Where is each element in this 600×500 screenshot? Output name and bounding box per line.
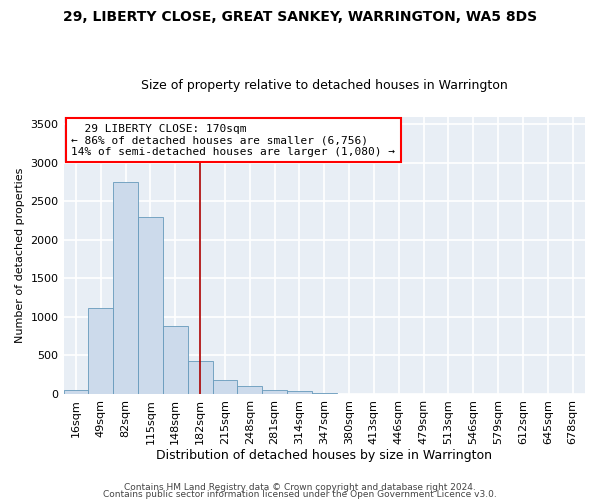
Text: 29 LIBERTY CLOSE: 170sqm
← 86% of detached houses are smaller (6,756)
14% of sem: 29 LIBERTY CLOSE: 170sqm ← 86% of detach… [71, 124, 395, 157]
Bar [163, 326, 188, 394]
Bar [64, 390, 88, 394]
Bar [113, 182, 138, 394]
Text: 29, LIBERTY CLOSE, GREAT SANKEY, WARRINGTON, WA5 8DS: 29, LIBERTY CLOSE, GREAT SANKEY, WARRING… [63, 10, 537, 24]
Bar [188, 361, 212, 394]
Text: Contains HM Land Registry data © Crown copyright and database right 2024.: Contains HM Land Registry data © Crown c… [124, 484, 476, 492]
Bar [212, 380, 238, 394]
Bar [138, 217, 163, 394]
Bar [287, 392, 312, 394]
X-axis label: Distribution of detached houses by size in Warrington: Distribution of detached houses by size … [156, 450, 492, 462]
Bar [238, 386, 262, 394]
Text: Contains public sector information licensed under the Open Government Licence v3: Contains public sector information licen… [103, 490, 497, 499]
Bar [88, 308, 113, 394]
Bar [262, 390, 287, 394]
Title: Size of property relative to detached houses in Warrington: Size of property relative to detached ho… [141, 79, 508, 92]
Bar [312, 393, 337, 394]
Y-axis label: Number of detached properties: Number of detached properties [15, 168, 25, 343]
